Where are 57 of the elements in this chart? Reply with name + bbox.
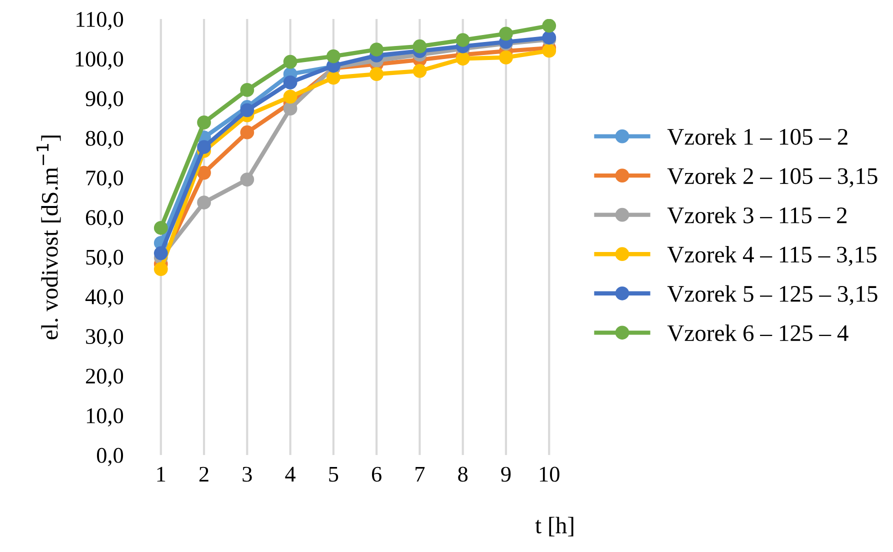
x-tick-label: 9 xyxy=(501,466,511,482)
point xyxy=(499,50,513,64)
y-tick-label: 40,0 xyxy=(85,289,124,308)
x-tick-label: 7 xyxy=(416,466,425,482)
legend-label: Vzorek 2 – 105 – 3,15 xyxy=(667,167,878,188)
point xyxy=(499,26,513,41)
x-tick-label: 4 xyxy=(285,466,296,482)
point xyxy=(197,116,211,130)
point xyxy=(283,54,298,69)
y-tick-label: 100,0 xyxy=(76,52,124,70)
point xyxy=(542,44,556,58)
point xyxy=(412,64,427,78)
legend-label: Vzorek 6 – 125 – 4 xyxy=(667,324,848,342)
point xyxy=(197,166,211,180)
y-tick-label: 70,0 xyxy=(86,170,124,189)
x-tick-label: 8 xyxy=(458,466,468,482)
x-tick-label: 1 xyxy=(157,466,166,482)
legend-label: Vzorek 3 – 115 – 2 xyxy=(667,206,847,224)
point xyxy=(326,49,340,64)
y-tick-label: 50,0 xyxy=(86,250,124,268)
y-tick-label: 90,0 xyxy=(86,91,124,110)
point xyxy=(240,83,254,97)
point xyxy=(154,262,168,276)
y-tick-label: 110,0 xyxy=(76,12,124,30)
x-tick-label: 5 xyxy=(329,466,338,482)
x-tick-label: 10 xyxy=(540,466,560,482)
point xyxy=(154,220,168,235)
x-tick-label: 2 xyxy=(199,466,208,482)
point xyxy=(283,90,298,104)
point xyxy=(456,52,470,66)
point xyxy=(240,172,254,186)
legend-label: Vzorek 1 – 105 – 2 xyxy=(667,128,848,145)
y-tick-label: 20,0 xyxy=(86,368,124,387)
point xyxy=(197,140,211,154)
point xyxy=(240,103,254,118)
point xyxy=(412,39,427,54)
point xyxy=(456,33,470,47)
x-tick-label: 6 xyxy=(372,466,382,482)
y-tick-label: 60,0 xyxy=(86,210,124,228)
legend-label: Vzorek 4 – 115 – 3,15 xyxy=(667,246,876,266)
point xyxy=(197,196,211,210)
legend-label: Vzorek 5 – 125 – 3,15 xyxy=(667,285,878,306)
point xyxy=(240,125,254,140)
x-tick-label: 3 xyxy=(242,466,252,482)
point xyxy=(283,75,298,90)
point xyxy=(542,19,556,33)
y-tick-label: 30,0 xyxy=(86,329,124,348)
point xyxy=(283,102,298,116)
point xyxy=(154,246,168,260)
y-tick-label: 80,0 xyxy=(86,130,124,150)
point xyxy=(370,67,384,82)
y-axis-title: el. vodivost [dS.m$^{−1}$] xyxy=(36,136,61,340)
y-tick-label: 0,0 xyxy=(96,448,124,466)
x-axis-title: t [h] xyxy=(535,516,574,536)
point xyxy=(326,70,340,85)
point xyxy=(370,42,384,56)
y-tick-label: 10,0 xyxy=(86,408,124,426)
